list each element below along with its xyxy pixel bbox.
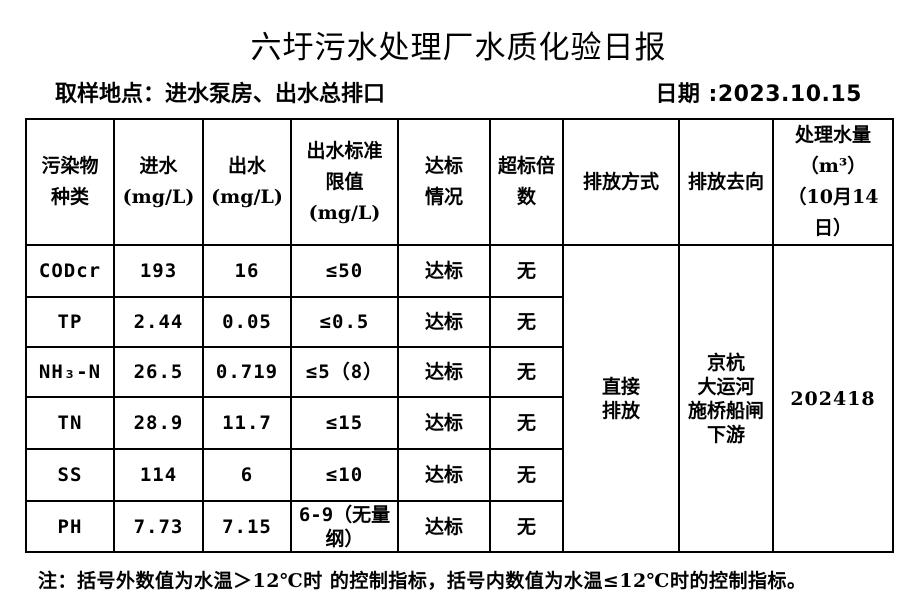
header-discharge-destination: 排放去向: [678, 118, 774, 246]
influent-value: 7.73: [113, 500, 204, 553]
limit-value: ≤10: [290, 448, 399, 502]
influent-value: 28.9: [113, 396, 204, 450]
header-row: 污染物 种类 进水 (mg/L) 出水 (mg/L) 出水标准 限值 (mg/L…: [25, 118, 894, 246]
exceedance-value: 无: [489, 448, 564, 502]
exceedance-value: 无: [489, 396, 564, 450]
pollutant-name: TP: [25, 296, 115, 348]
effluent-value: 7.15: [202, 500, 292, 553]
limit-value: ≤5（8）: [290, 346, 399, 398]
influent-value: 2.44: [113, 296, 204, 348]
header-influent: 进水 (mg/L): [113, 118, 204, 246]
header-discharge-method: 排放方式: [562, 118, 680, 246]
header-compliance-status: 达标 情况: [397, 118, 491, 246]
effluent-value: 0.719: [202, 346, 292, 398]
pollutant-name: NH₃-N: [25, 346, 115, 398]
discharge-method-value: 直接 排放: [562, 244, 680, 553]
report-date-label: 日期 :2023.10.15: [655, 82, 862, 107]
effluent-value: 6: [202, 448, 292, 502]
compliance-value: 达标: [397, 244, 491, 298]
pollutant-name: CODcr: [25, 244, 115, 298]
header-pollutant-type: 污染物 种类: [25, 118, 115, 246]
header-effluent-limit: 出水标准 限值 (mg/L): [290, 118, 399, 246]
compliance-value: 达标: [397, 346, 491, 398]
limit-value: ≤0.5: [290, 296, 399, 348]
exceedance-value: 无: [489, 346, 564, 398]
page-title: 六圩污水处理厂水质化验日报: [250, 30, 667, 66]
compliance-value: 达标: [397, 448, 491, 502]
exceedance-value: 无: [489, 244, 564, 298]
compliance-value: 达标: [397, 296, 491, 348]
exceedance-value: 无: [489, 296, 564, 348]
table-row-ss: SS 114 6 ≤10 达标 无: [25, 448, 893, 502]
limit-value: ≤50: [290, 244, 399, 298]
effluent-value: 11.7: [202, 396, 292, 450]
table-row-tn: TN 28.9 11.7 ≤15 达标 无: [25, 396, 893, 450]
table-row-ph: PH 7.73 7.15 6-9（无量纲） 达标 无: [25, 500, 893, 553]
header-effluent: 出水 (mg/L): [202, 118, 292, 246]
table-row-codcr: CODcr 193 16 ≤50 达标 无 直接 排放 京杭 大运河 施桥船闸 …: [25, 244, 894, 553]
header-exceedance-multiple: 超标倍 数: [489, 118, 564, 246]
effluent-value: 0.05: [202, 296, 292, 348]
sampling-location-label: 取样地点：进水泵房、出水总排口: [55, 81, 386, 107]
pollutant-name: TN: [25, 396, 115, 450]
footnote: 注：括号外数值为水温＞12℃时 的控制指标，括号内数值为水温≤12℃时的控制指标…: [38, 570, 807, 592]
exceedance-value: 无: [489, 500, 564, 553]
treated-water-volume-value: 202418: [772, 244, 894, 553]
header-treated-water-volume: 处理水量 （m³） （10月14日）: [772, 118, 894, 246]
compliance-value: 达标: [397, 396, 491, 450]
limit-value: ≤15: [290, 396, 399, 450]
limit-value: 6-9（无量纲）: [290, 500, 399, 553]
water-quality-table: 污染物 种类 进水 (mg/L) 出水 (mg/L) 出水标准 限值 (mg/L…: [25, 118, 894, 553]
table-row-tp: TP 2.44 0.05 ≤0.5 达标 无: [25, 296, 893, 348]
effluent-value: 16: [202, 244, 292, 298]
influent-value: 114: [113, 448, 204, 502]
influent-value: 26.5: [113, 346, 204, 398]
table-row-nh3n: NH₃-N 26.5 0.719 ≤5（8） 达标 无: [25, 346, 893, 398]
pollutant-name: SS: [25, 448, 115, 502]
compliance-value: 达标: [397, 500, 491, 553]
influent-value: 193: [113, 244, 204, 298]
pollutant-name: PH: [25, 500, 115, 553]
meta-row: 取样地点：进水泵房、出水总排口 日期 :2023.10.15: [0, 67, 917, 108]
discharge-destination-value: 京杭 大运河 施桥船闸 下游: [678, 244, 774, 553]
